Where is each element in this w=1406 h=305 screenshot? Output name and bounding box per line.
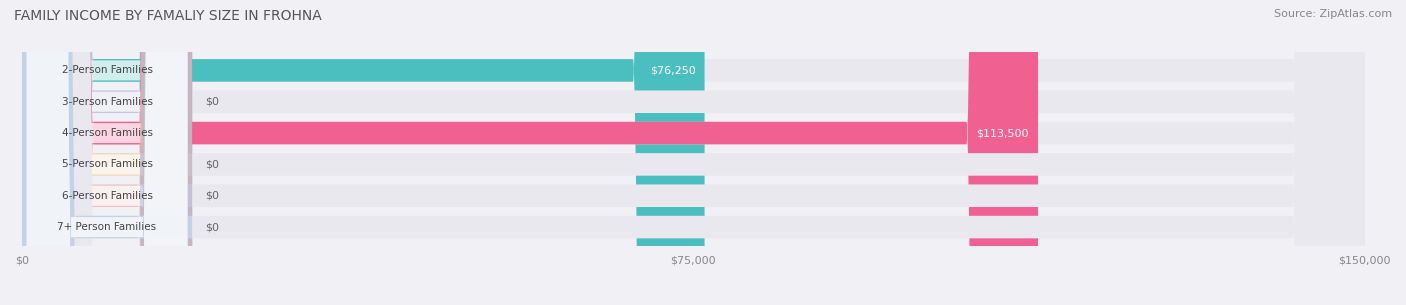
Text: 6-Person Families: 6-Person Families [62, 191, 152, 201]
FancyBboxPatch shape [22, 0, 193, 305]
Text: $76,250: $76,250 [650, 65, 696, 75]
FancyBboxPatch shape [22, 0, 704, 305]
FancyBboxPatch shape [22, 0, 1365, 305]
Text: 5-Person Families: 5-Person Families [62, 160, 152, 169]
Text: 7+ Person Families: 7+ Person Families [58, 222, 156, 232]
Text: Source: ZipAtlas.com: Source: ZipAtlas.com [1274, 9, 1392, 19]
FancyBboxPatch shape [27, 0, 187, 305]
FancyBboxPatch shape [22, 0, 1365, 305]
FancyBboxPatch shape [22, 0, 1038, 305]
FancyBboxPatch shape [27, 0, 187, 305]
FancyBboxPatch shape [22, 0, 1365, 305]
Text: FAMILY INCOME BY FAMALIY SIZE IN FROHNA: FAMILY INCOME BY FAMALIY SIZE IN FROHNA [14, 9, 322, 23]
FancyBboxPatch shape [22, 0, 1365, 305]
Text: $0: $0 [205, 97, 219, 107]
Text: 3-Person Families: 3-Person Families [62, 97, 152, 107]
Text: 4-Person Families: 4-Person Families [62, 128, 152, 138]
FancyBboxPatch shape [27, 0, 187, 305]
FancyBboxPatch shape [22, 0, 193, 305]
Text: 2-Person Families: 2-Person Families [62, 65, 152, 75]
FancyBboxPatch shape [27, 0, 187, 305]
FancyBboxPatch shape [22, 0, 193, 305]
FancyBboxPatch shape [22, 0, 193, 305]
FancyBboxPatch shape [27, 0, 187, 305]
FancyBboxPatch shape [22, 0, 1365, 305]
FancyBboxPatch shape [22, 0, 193, 305]
FancyBboxPatch shape [22, 0, 193, 305]
Text: $0: $0 [205, 222, 219, 232]
Text: $0: $0 [205, 191, 219, 201]
Text: $0: $0 [205, 160, 219, 169]
Text: $113,500: $113,500 [977, 128, 1029, 138]
FancyBboxPatch shape [22, 0, 1365, 305]
FancyBboxPatch shape [27, 0, 187, 305]
